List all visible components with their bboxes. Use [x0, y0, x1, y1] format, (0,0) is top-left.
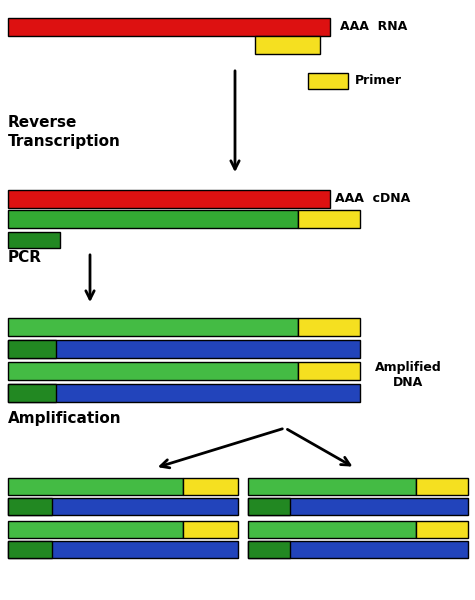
Text: Amplification: Amplification	[8, 410, 122, 425]
Text: AAA  cDNA: AAA cDNA	[335, 193, 410, 205]
Bar	[8, 340, 56, 358]
Bar	[248, 498, 468, 515]
Bar	[248, 521, 416, 538]
Bar	[308, 73, 348, 89]
Bar	[8, 541, 52, 558]
Text: PCR: PCR	[8, 251, 42, 265]
Bar	[8, 541, 238, 558]
Bar	[8, 498, 238, 515]
Text: Primer: Primer	[355, 74, 402, 88]
Bar	[416, 478, 468, 495]
Bar	[8, 340, 360, 358]
Bar	[248, 498, 290, 515]
Bar	[8, 498, 52, 515]
Bar	[298, 210, 360, 228]
Bar	[8, 190, 330, 208]
Bar	[298, 318, 360, 336]
Bar	[248, 541, 468, 558]
Bar	[248, 541, 290, 558]
Bar	[248, 478, 416, 495]
Bar	[8, 384, 360, 402]
Bar	[183, 521, 238, 538]
Bar	[183, 478, 238, 495]
Text: Amplified
DNA: Amplified DNA	[375, 361, 442, 389]
Bar	[8, 232, 60, 248]
Bar	[8, 18, 330, 36]
Bar	[416, 521, 468, 538]
Bar	[8, 384, 56, 402]
Bar	[8, 362, 298, 380]
Bar	[298, 362, 360, 380]
Text: AAA  RNA: AAA RNA	[340, 20, 407, 34]
Bar	[255, 36, 320, 54]
Bar	[8, 318, 298, 336]
Bar	[8, 210, 298, 228]
Bar	[8, 478, 183, 495]
Text: Reverse
Transcription: Reverse Transcription	[8, 115, 121, 149]
Bar	[8, 521, 183, 538]
